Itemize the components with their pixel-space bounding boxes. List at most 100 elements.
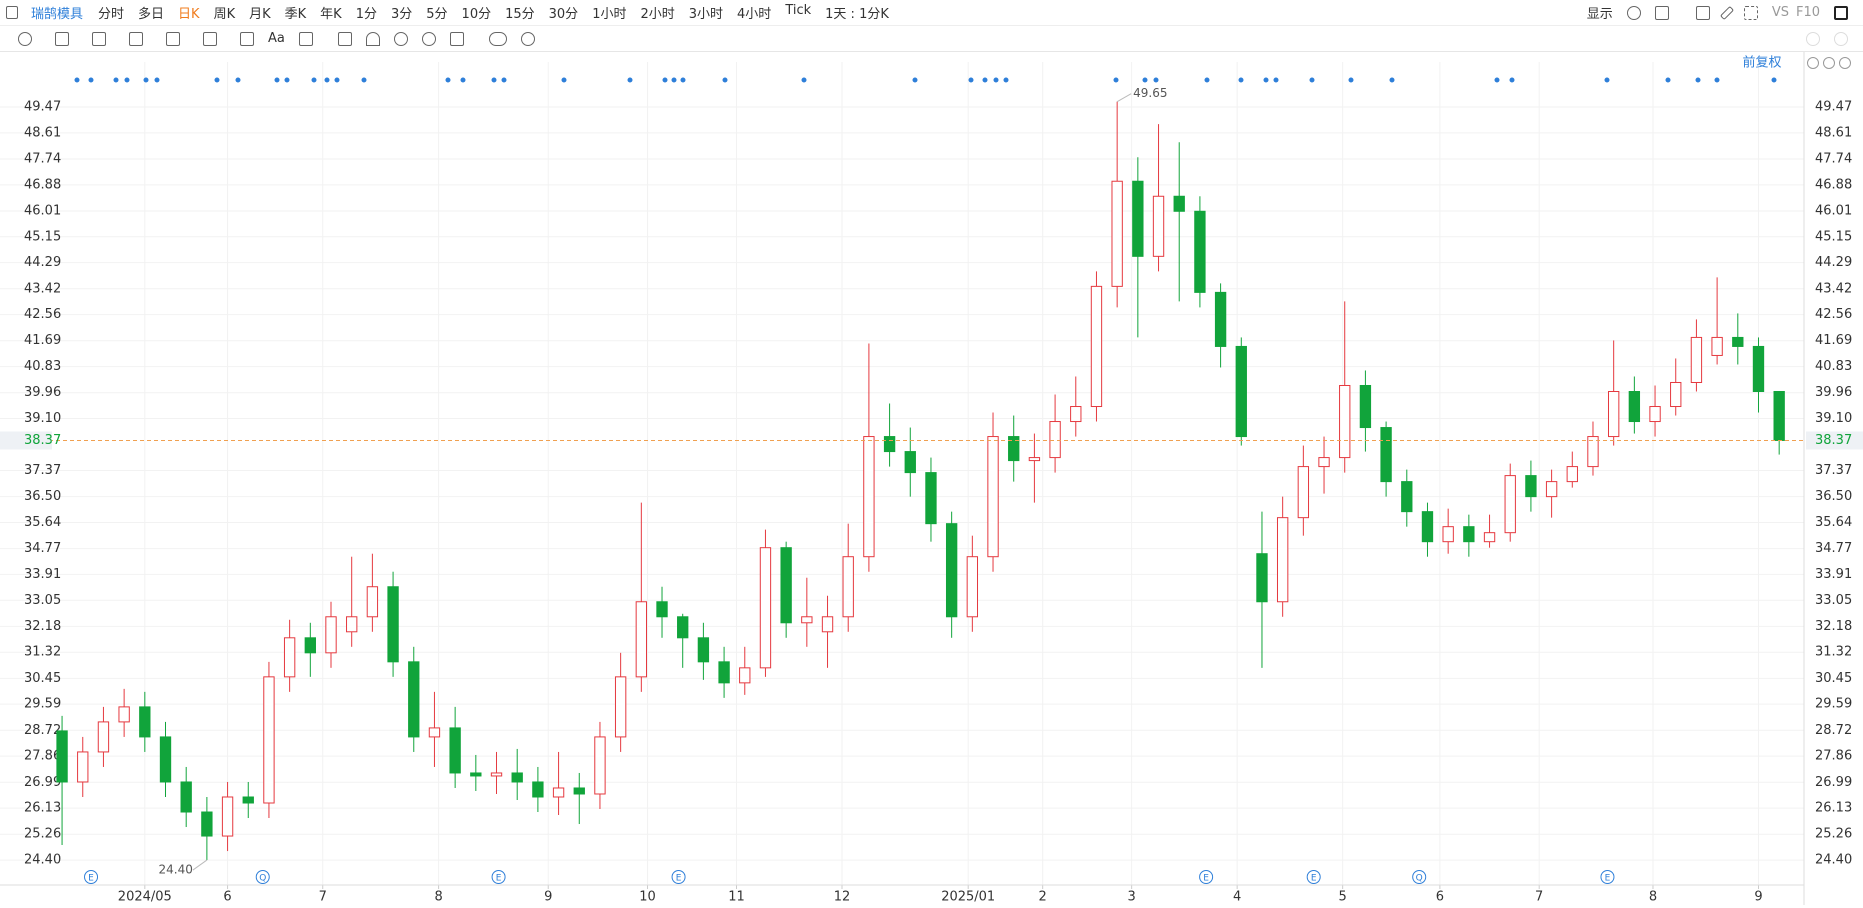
period-option[interactable]: 5分 — [426, 7, 448, 22]
camera-icon[interactable] — [1695, 5, 1710, 20]
period-option[interactable]: 30分 — [548, 7, 579, 22]
move-tool[interactable] — [18, 31, 32, 46]
candle-body — [677, 616, 689, 639]
period-option[interactable]: 3分 — [390, 7, 413, 22]
period-option[interactable]: 多日 — [138, 7, 165, 22]
y-tick-label: 46.01 — [1815, 203, 1852, 218]
y-tick-label: 31.32 — [1815, 645, 1852, 660]
last-price-box — [0, 431, 52, 450]
delete-tool[interactable] — [449, 31, 464, 46]
interval-select[interactable]: 1天 : 1分K — [825, 7, 889, 22]
layout-icon[interactable] — [1654, 5, 1669, 20]
vs-button[interactable]: VS — [1771, 5, 1789, 20]
last-price-box — [1806, 431, 1863, 450]
pen-icon[interactable] — [1719, 5, 1734, 20]
period-option[interactable]: 10分 — [461, 7, 492, 22]
f10-button[interactable]: F10 — [1795, 5, 1820, 20]
period-option[interactable]: 1分 — [355, 7, 377, 22]
candle-body — [56, 730, 68, 783]
period-option[interactable]: 1小时 — [592, 7, 627, 22]
x-tick-label: 6 — [223, 890, 231, 905]
candle-body — [1194, 210, 1206, 293]
period-option[interactable]: 4小时 — [737, 7, 772, 22]
hide-tool[interactable] — [421, 31, 436, 46]
event-marker[interactable] — [1412, 870, 1427, 884]
x-tick-label: 8 — [1649, 890, 1657, 905]
candle-body — [1297, 466, 1310, 519]
candle-body — [366, 586, 379, 618]
y-tick-label: 33.05 — [24, 593, 61, 608]
candle-body — [1607, 391, 1620, 438]
display-menu[interactable]: 显示 — [1586, 7, 1613, 22]
period-option[interactable]: 15分 — [505, 7, 535, 22]
undo[interactable] — [1806, 31, 1820, 46]
candle-body — [1235, 345, 1247, 438]
period-option[interactable]: 季K — [284, 7, 307, 22]
y-tick-label: 48.61 — [24, 125, 61, 140]
event-marker[interactable] — [1306, 870, 1321, 884]
period-option[interactable]: 年K — [320, 7, 342, 22]
link-tool[interactable] — [488, 31, 507, 46]
candle-body — [1380, 427, 1392, 483]
x-tick-label: 6 — [1436, 890, 1444, 905]
period-option[interactable]: 2小时 — [640, 7, 675, 22]
zoom-in-icon[interactable] — [1839, 57, 1851, 69]
y-tick-label: 27.86 — [1815, 749, 1852, 764]
y-tick-label: 26.99 — [1815, 775, 1852, 790]
period-option[interactable]: 3小时 — [688, 7, 724, 22]
stock-name[interactable]: 瑞鹄模具 — [31, 7, 84, 22]
period-option[interactable]: 月K — [249, 7, 271, 22]
redo[interactable] — [1834, 31, 1848, 46]
candle-body — [594, 736, 606, 795]
y-tick-label: 44.29 — [1815, 255, 1852, 270]
line-tool[interactable] — [55, 31, 69, 46]
undo-redo — [1799, 31, 1863, 46]
candle-body — [1628, 391, 1641, 423]
event-marker[interactable] — [1199, 870, 1214, 884]
sidebar-toggle[interactable] — [6, 6, 18, 19]
y-tick-label: 49.47 — [24, 100, 61, 115]
settings-icon[interactable] — [1626, 5, 1641, 20]
range-tool[interactable] — [203, 31, 217, 46]
event-marker[interactable] — [255, 870, 270, 884]
fullscreen-icon[interactable] — [1743, 5, 1758, 20]
candle-body — [242, 796, 254, 804]
candle-body — [490, 772, 503, 777]
y-tick-label: 41.69 — [24, 333, 61, 348]
period-option[interactable]: 周K — [213, 7, 236, 22]
magnet-tool[interactable] — [365, 31, 380, 46]
event-label: E — [496, 874, 502, 884]
event-marker[interactable] — [1600, 870, 1615, 884]
candle-body — [1008, 436, 1020, 462]
annotation: 49.65 — [1133, 86, 1167, 100]
x-tick-label: 11 — [728, 890, 745, 905]
zoom-out-icon[interactable] — [1823, 57, 1835, 69]
reset-icon[interactable] — [1807, 57, 1819, 69]
period-option[interactable]: 分时 — [98, 7, 125, 22]
x-tick-label: 3 — [1127, 890, 1135, 905]
y-tick-label: 46.88 — [1815, 177, 1852, 192]
event-marker[interactable] — [671, 870, 686, 884]
text-tool[interactable]: Aa — [268, 31, 285, 46]
y-tick-label: 28.72 — [1815, 723, 1852, 738]
x-tick-label: 2024/05 — [118, 890, 172, 905]
period-option[interactable]: 日K — [178, 7, 200, 22]
panel-icon[interactable] — [1834, 5, 1848, 20]
adjust-mode[interactable]: 前复权 — [1742, 55, 1781, 71]
candle-body — [1587, 436, 1599, 468]
event-marker[interactable] — [84, 870, 99, 884]
angle-tool[interactable] — [337, 31, 352, 46]
period-list: 分时 多日 日K 周K 月K 季K 年K 1分 3分 5分 10分 15分 30分 1小时 2小时 3小时 4小… — [91, 3, 818, 22]
lock-tool[interactable] — [393, 31, 408, 46]
candle-body — [449, 727, 461, 774]
note-tool[interactable] — [298, 31, 313, 46]
period-option[interactable]: Tick — [785, 3, 812, 18]
arrow-tool[interactable] — [240, 31, 254, 46]
channel-tool[interactable] — [92, 31, 106, 46]
y-tick-label: 27.86 — [24, 749, 61, 764]
event-marker[interactable] — [491, 870, 506, 884]
fib-tool[interactable] — [166, 31, 180, 46]
candle-body — [552, 787, 565, 798]
wave-tool[interactable] — [129, 31, 143, 46]
draw-settings[interactable] — [520, 31, 535, 46]
